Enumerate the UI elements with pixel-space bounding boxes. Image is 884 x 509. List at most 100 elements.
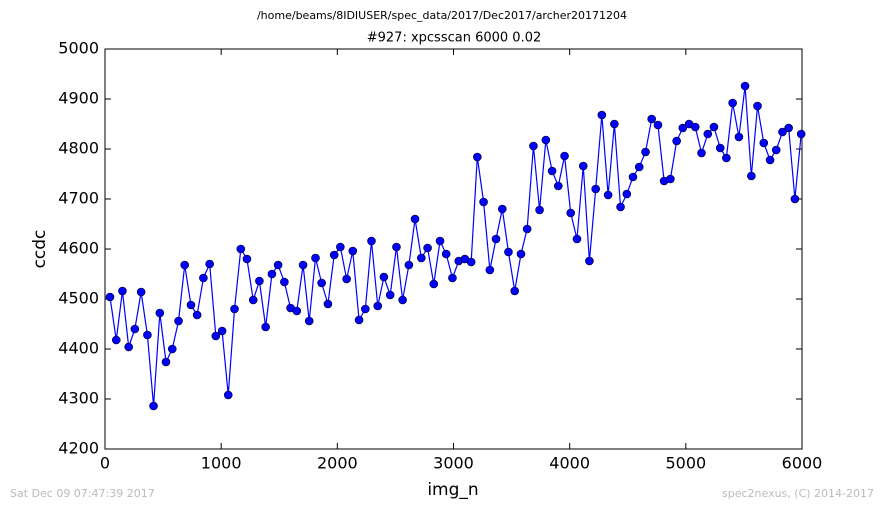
data-point [622, 189, 632, 199]
data-point [697, 148, 706, 158]
data-point [784, 123, 793, 133]
data-point [435, 236, 445, 246]
data-point [385, 290, 395, 300]
data-point [317, 278, 326, 288]
x-tick-label: 4000 [549, 454, 590, 473]
data-point [597, 110, 607, 120]
data-point [161, 357, 171, 367]
data-point [423, 243, 432, 253]
x-tick-label: 2000 [317, 454, 358, 473]
data-point [610, 119, 619, 129]
data-point [186, 300, 196, 310]
data-point [566, 208, 576, 218]
data-point [448, 273, 457, 283]
x-tick-label: 5000 [665, 454, 706, 473]
data-point [255, 276, 264, 286]
data-point [205, 259, 214, 269]
data-point [591, 184, 600, 194]
data-point [280, 277, 289, 287]
data-point [753, 101, 762, 111]
data-point [634, 162, 644, 172]
data-point [690, 122, 700, 132]
data-point [796, 129, 806, 139]
data-point [522, 224, 532, 234]
y-tick-label: 4700 [58, 189, 99, 208]
data-point [174, 316, 183, 326]
data-point [180, 260, 189, 270]
data-point [765, 155, 775, 165]
y-tick-label: 5000 [58, 39, 99, 58]
footer-left: Sat Dec 09 07:47:39 2017 [10, 487, 155, 500]
data-point [715, 143, 725, 153]
data-point [404, 260, 414, 270]
data-point [217, 326, 227, 336]
data-point [410, 214, 420, 224]
data-point [124, 342, 133, 352]
data-point [267, 269, 277, 279]
chart-title: #927: xpcsscan 6000 0.02 [367, 31, 542, 46]
data-point [429, 279, 439, 289]
data-point [728, 98, 737, 108]
y-tick-label: 4500 [58, 289, 99, 308]
data-point [111, 335, 121, 345]
data-point [441, 249, 451, 259]
data-point [155, 308, 165, 318]
data-point [248, 295, 258, 305]
data-point [192, 310, 202, 320]
data-point [342, 274, 351, 284]
data-point [392, 242, 401, 252]
data-point [535, 205, 544, 215]
data-point [105, 292, 115, 302]
y-tick-label: 4600 [58, 239, 99, 258]
data-point [585, 256, 594, 266]
data-point [529, 141, 538, 151]
data-point [485, 265, 495, 275]
data-point [398, 295, 407, 305]
data-point [149, 401, 158, 411]
data-point [136, 287, 146, 297]
data-point [373, 301, 383, 311]
data-point [236, 244, 246, 254]
data-point [572, 234, 582, 244]
data-point [734, 132, 744, 142]
data-point [223, 390, 233, 400]
data-point [553, 181, 563, 191]
data-point [379, 272, 389, 282]
data-point [672, 136, 681, 146]
data-point [778, 127, 787, 137]
y-tick-label: 4800 [58, 139, 99, 158]
data-point [678, 123, 688, 133]
data-point [790, 194, 800, 204]
data-point [759, 138, 769, 148]
data-point [653, 120, 663, 130]
data-point [479, 197, 488, 207]
data-point [130, 324, 140, 334]
data-point [242, 254, 252, 264]
y-tick-label: 4400 [58, 339, 99, 358]
data-point [709, 122, 719, 132]
data-point [417, 253, 426, 263]
data-point [261, 322, 270, 332]
data-point [516, 249, 526, 259]
data-point [304, 316, 314, 326]
data-point [143, 330, 152, 340]
data-point [199, 273, 208, 283]
data-point [311, 253, 320, 263]
header: /home/beams/8IDIUSER/spec_data/2017/Dec2… [257, 9, 627, 22]
data-point [504, 247, 513, 257]
data-point [354, 315, 364, 325]
data-point [641, 147, 650, 157]
data-point [273, 260, 283, 270]
data-point [329, 250, 339, 260]
data-point [298, 260, 308, 270]
x-axis-label: img_n [427, 480, 478, 500]
data-point [211, 331, 221, 341]
x-tick-label: 1000 [201, 454, 242, 473]
data-point [541, 135, 551, 145]
data-point [466, 257, 476, 267]
data-point [230, 304, 239, 314]
data-point [740, 81, 750, 91]
data-point [560, 151, 569, 161]
